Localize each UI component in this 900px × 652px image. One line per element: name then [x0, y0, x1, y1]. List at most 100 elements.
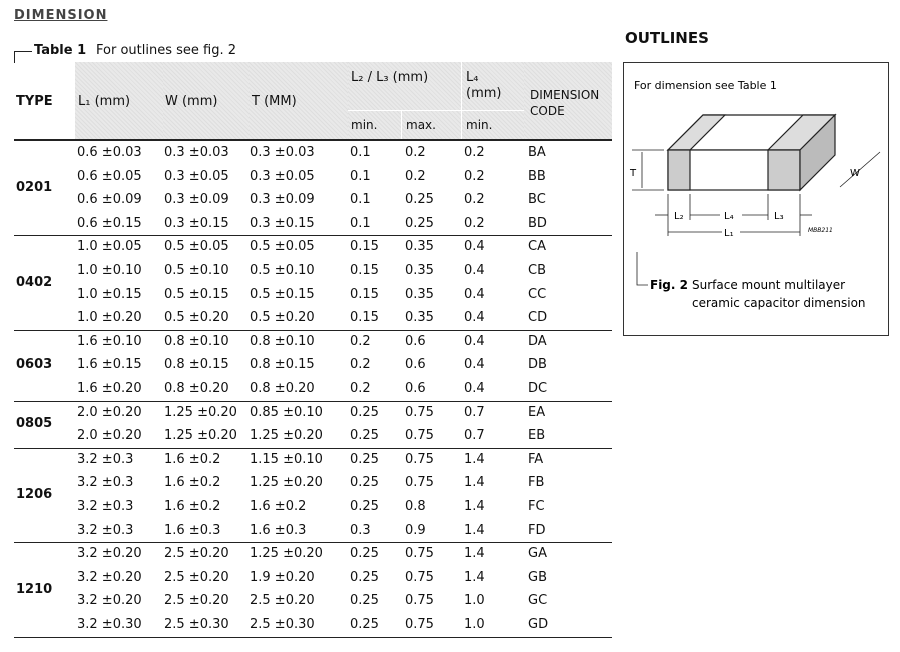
cell: 2.5 ±0.30 [164, 617, 229, 632]
header-cell [75, 62, 163, 139]
cell: 0.75 [405, 593, 434, 609]
header-max: max. [406, 118, 436, 132]
cell: GD [528, 617, 549, 632]
dim-l4: L₄ [724, 211, 734, 222]
cell: 0.25 [405, 215, 434, 231]
cell: 0.3 ±0.05 [250, 168, 315, 184]
cell: 0.8 ±0.10 [164, 333, 229, 349]
cell: 0.2 [405, 145, 426, 160]
cell: 0.2 [464, 192, 485, 208]
header-cell [524, 62, 612, 139]
cell: 1.0 ±0.15 [77, 286, 142, 302]
table-caption: For outlines see fig. 2 [96, 43, 236, 58]
cell: FB [528, 475, 545, 491]
cell: 0.4 [464, 333, 485, 349]
cell: 0.25 [350, 451, 379, 467]
cell: 0.4 [464, 263, 485, 278]
type-cell: 0805 [16, 416, 53, 432]
dimension-lines [632, 149, 881, 286]
header-type: TYPE [16, 94, 53, 109]
header-l1: L₁ (mm) [78, 94, 131, 109]
cell: CA [528, 239, 546, 255]
type-cell: 0201 [16, 180, 53, 196]
cell: 1.0 ±0.10 [77, 263, 142, 278]
cell: CB [528, 263, 546, 278]
cell: 1.6 ±0.2 [164, 451, 221, 467]
cell: 0.8 ±0.10 [250, 333, 315, 349]
caption-bracket [14, 51, 32, 52]
cell: BC [528, 192, 546, 208]
cell: 3.2 ±0.3 [77, 475, 134, 491]
header-l4: L₄ (mm) [466, 70, 502, 101]
cell: 1.0 ±0.05 [77, 239, 142, 255]
drawing-code: MBB211 [808, 227, 833, 234]
cell: 1.25 ±0.20 [250, 428, 323, 444]
cell: 0.2 [350, 381, 371, 396]
group-rule [14, 542, 612, 544]
cell: 0.5 ±0.15 [164, 286, 229, 302]
cell: 0.2 [405, 168, 426, 184]
cell: 0.1 [350, 215, 371, 231]
cell: 0.6 ±0.15 [77, 215, 142, 231]
cell: 0.35 [405, 239, 434, 255]
cell: 0.75 [405, 428, 434, 444]
cell: 0.1 [350, 168, 371, 184]
cell: 1.6 ±0.3 [250, 522, 307, 538]
cell: 1.25 ±0.20 [164, 404, 237, 420]
cell: GB [528, 569, 547, 585]
cell: 3.2 ±0.3 [77, 522, 134, 538]
heading: DIMENSION [14, 8, 108, 23]
cell: 0.85 ±0.10 [250, 404, 323, 420]
cell: 0.7 [464, 404, 485, 420]
cell: 1.15 ±0.10 [250, 451, 323, 467]
figure-caption: Surface mount multilayer [692, 278, 845, 292]
cell: 1.6 ±0.2 [164, 475, 221, 491]
header-l2l3: L₂ / L₃ (mm) [351, 70, 429, 85]
cell: BD [528, 215, 547, 231]
cell: 1.4 [464, 522, 485, 538]
cell: 0.5 ±0.10 [250, 263, 315, 278]
cell: 0.25 [350, 475, 379, 491]
cell: 0.2 [350, 333, 371, 349]
cell: 1.4 [464, 499, 485, 514]
type-cell: 1206 [16, 487, 53, 503]
cell: 0.25 [350, 404, 379, 420]
cell: 3.2 ±0.20 [77, 546, 142, 562]
cell: 0.75 [405, 404, 434, 420]
cell: 0.15 [350, 286, 379, 302]
cell: 0.35 [405, 286, 434, 302]
cell: DA [528, 333, 547, 349]
cell: 0.3 ±0.03 [250, 145, 315, 160]
cell: 0.6 ±0.05 [77, 168, 142, 184]
cell: 2.5 ±0.20 [250, 593, 315, 609]
cell: 0.15 [350, 310, 379, 326]
cell: 0.8 ±0.15 [164, 357, 229, 373]
cell: 0.25 [350, 546, 379, 562]
cell: 2.0 ±0.20 [77, 428, 142, 444]
cell: 1.4 [464, 546, 485, 562]
dim-l3: L₃ [774, 211, 784, 222]
cell: 1.4 [464, 475, 485, 491]
figure-caption: ceramic capacitor dimension [692, 296, 866, 310]
header-code: DIMENSION CODE [530, 88, 600, 118]
cell: 1.0 [464, 617, 485, 632]
cell: 0.3 [350, 522, 371, 538]
header-rule [14, 139, 612, 141]
cell: 1.0 ±0.20 [77, 310, 142, 326]
cell: 0.25 [405, 192, 434, 208]
header-cell [348, 62, 461, 139]
cell: FA [528, 451, 544, 467]
cell: 0.7 [464, 428, 485, 444]
cell: 3.2 ±0.30 [77, 617, 142, 632]
cell: 0.5 ±0.15 [250, 286, 315, 302]
cell: 0.9 [405, 522, 426, 538]
cell: 0.25 [350, 593, 379, 609]
cell: DC [528, 381, 548, 396]
cell: 0.15 [350, 263, 379, 278]
cell: 1.6 ±0.2 [250, 499, 307, 514]
cell: GA [528, 546, 547, 562]
figure-note: For dimension see Table 1 [634, 79, 777, 92]
cell: 0.2 [350, 357, 371, 373]
cell: BA [528, 145, 546, 160]
cell: 0.6 [405, 357, 426, 373]
